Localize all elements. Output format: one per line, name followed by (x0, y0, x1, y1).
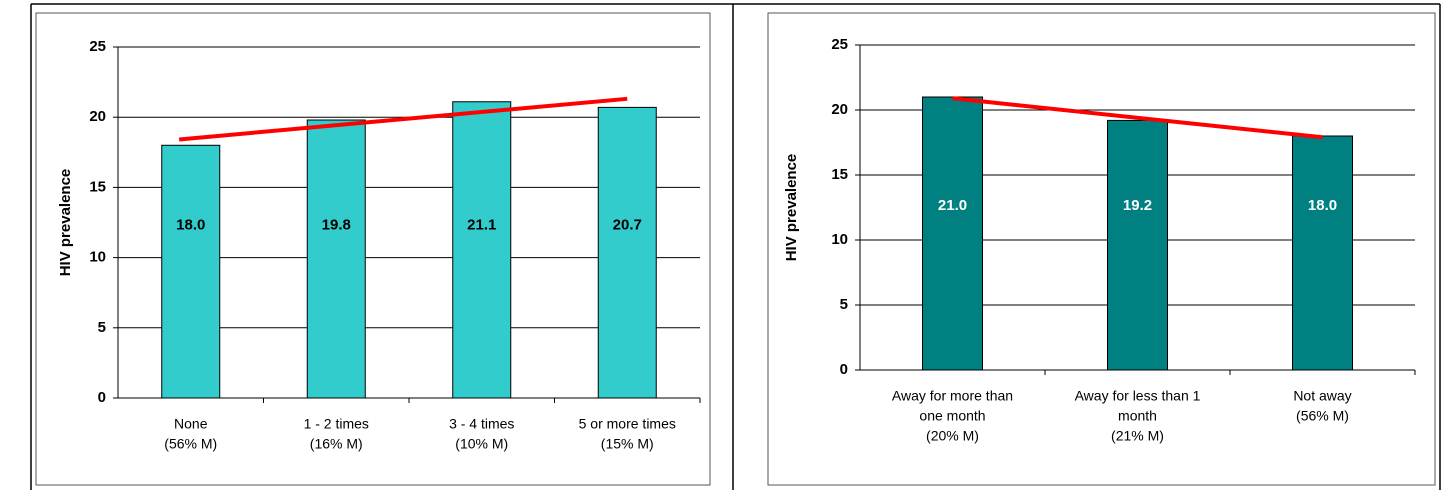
y-axis-label: HIV prevalence (57, 169, 74, 277)
data-label: 21.0 (938, 197, 967, 214)
data-label: 21.1 (467, 216, 496, 233)
x-tick-label: 1 - 2 times (304, 416, 369, 432)
data-label: 18.0 (176, 216, 205, 233)
y-tick-label: 5 (98, 319, 106, 336)
x-tick-label: (21% M) (1111, 428, 1164, 444)
data-label: 19.8 (322, 216, 351, 233)
x-tick-label: 3 - 4 times (449, 416, 514, 432)
x-tick-label: one month (919, 408, 985, 424)
data-label: 20.7 (613, 216, 642, 233)
bar (452, 101, 512, 399)
bar (1292, 135, 1353, 371)
y-tick-label: 5 (840, 296, 848, 313)
bar (922, 96, 983, 371)
data-label: 19.2 (1123, 197, 1152, 214)
y-tick-label: 10 (89, 249, 106, 266)
y-tick-label: 25 (89, 38, 106, 55)
y-tick-label: 10 (831, 231, 848, 248)
y-tick-label: 25 (831, 36, 848, 53)
y-tick-label: 20 (831, 101, 848, 118)
y-axis-label: HIV prevalence (783, 154, 800, 262)
trendline (952, 96, 1323, 140)
y-tick-label: 0 (98, 389, 106, 406)
trendline (178, 96, 628, 142)
x-tick-label: (15% M) (601, 436, 654, 452)
chart-frame (767, 12, 1436, 486)
y-tick-label: 20 (89, 108, 106, 125)
y-tick-label: 15 (831, 166, 848, 183)
x-tick-label: (10% M) (455, 436, 508, 452)
x-tick-label: (20% M) (926, 428, 979, 444)
x-tick-label: (56% M) (1296, 408, 1349, 424)
x-tick-label: (16% M) (310, 436, 363, 452)
bar (1107, 119, 1168, 371)
bar (597, 106, 657, 399)
x-tick-label: None (174, 416, 208, 432)
chart-frame (35, 12, 711, 486)
data-label: 18.0 (1308, 197, 1337, 214)
x-tick-label: 5 or more times (579, 416, 676, 432)
x-tick-label: month (1118, 408, 1157, 424)
x-tick-label: (56% M) (164, 436, 217, 452)
x-tick-label: Away for less than 1 (1075, 388, 1201, 404)
bar (161, 144, 221, 399)
y-tick-label: 15 (89, 178, 106, 195)
y-tick-label: 0 (840, 361, 848, 378)
x-tick-label: Away for more than (892, 388, 1013, 404)
bar (306, 119, 366, 399)
x-tick-label: Not away (1293, 388, 1351, 404)
